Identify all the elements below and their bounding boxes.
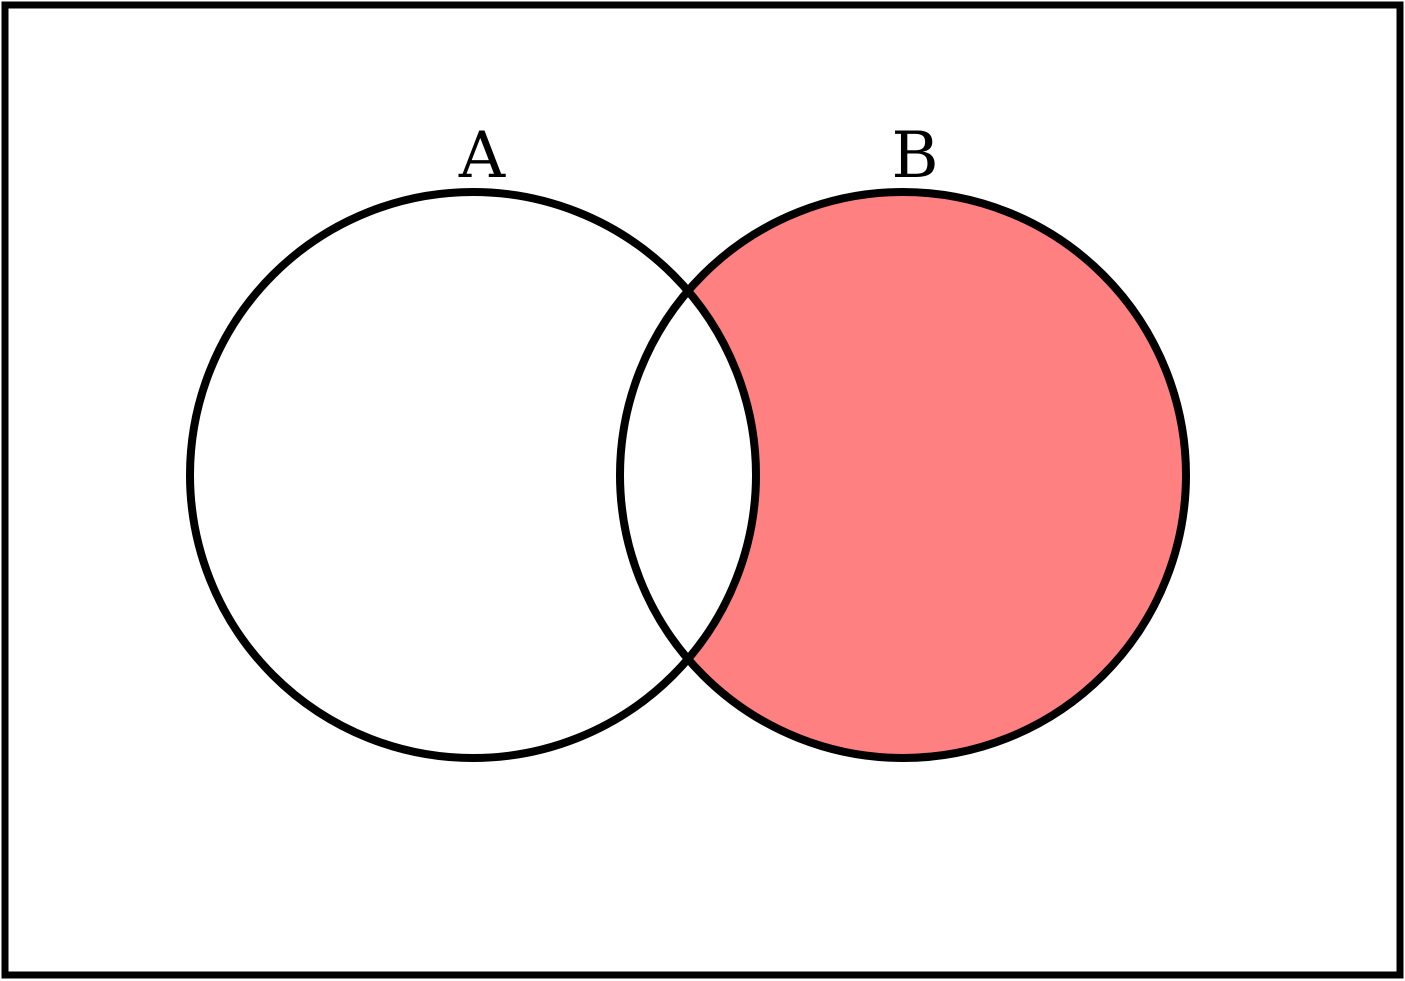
set-b-label: B	[891, 119, 938, 193]
shaded-region-b-minus-a	[620, 192, 1186, 758]
set-a-label: A	[458, 119, 506, 193]
set-b-circle	[616, 188, 1190, 762]
set-a-circle	[186, 188, 760, 762]
